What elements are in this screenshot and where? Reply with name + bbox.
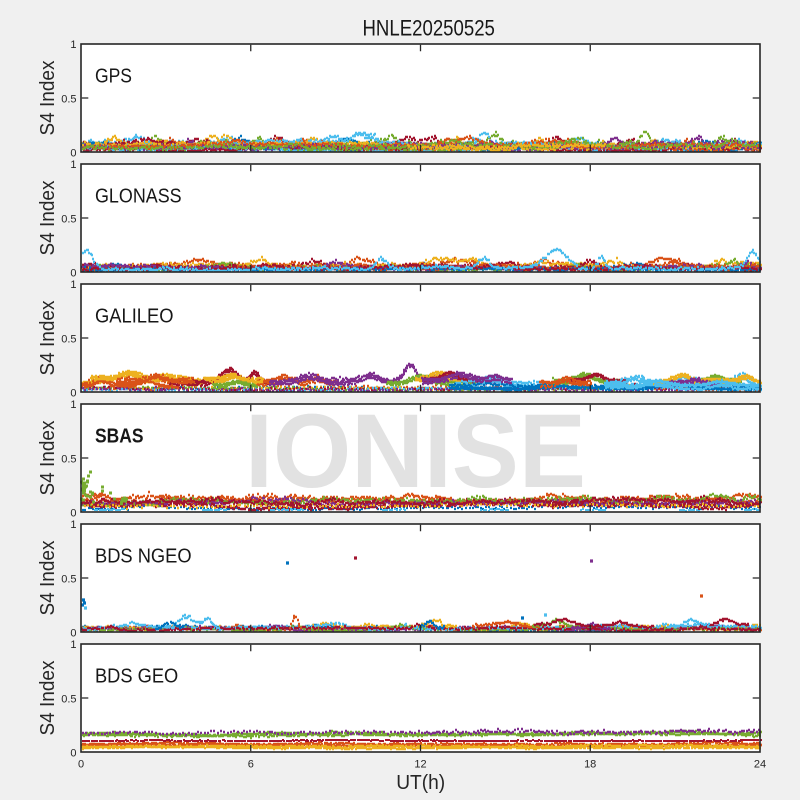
svg-text:0: 0 [70, 748, 76, 760]
svg-text:SBAS: SBAS [95, 426, 144, 448]
svg-text:GPS: GPS [95, 66, 132, 88]
svg-text:0.5: 0.5 [61, 334, 76, 346]
svg-text:1: 1 [70, 159, 76, 171]
svg-text:0: 0 [70, 628, 76, 640]
svg-text:0: 0 [70, 268, 76, 280]
svg-text:12: 12 [414, 759, 426, 771]
svg-text:UT(h): UT(h) [396, 772, 445, 794]
svg-text:0.5: 0.5 [61, 214, 76, 226]
svg-text:GLONASS: GLONASS [95, 186, 182, 208]
svg-text:S4 Index: S4 Index [37, 541, 59, 616]
svg-text:S4 Index: S4 Index [37, 421, 59, 496]
svg-text:S4 Index: S4 Index [37, 181, 59, 256]
svg-text:0: 0 [70, 388, 76, 400]
svg-text:S4 Index: S4 Index [37, 301, 59, 376]
svg-text:S4 Index: S4 Index [37, 661, 59, 736]
svg-text:1: 1 [70, 279, 76, 291]
svg-text:18: 18 [584, 759, 596, 771]
svg-text:0: 0 [78, 759, 84, 771]
svg-text:BDS NGEO: BDS NGEO [95, 546, 192, 568]
svg-text:0.5: 0.5 [61, 694, 76, 706]
svg-text:6: 6 [248, 759, 254, 771]
svg-text:0: 0 [70, 508, 76, 520]
svg-text:0: 0 [70, 148, 76, 160]
svg-text:BDS GEO: BDS GEO [95, 666, 178, 688]
svg-text:1: 1 [70, 399, 76, 411]
svg-text:IONISE: IONISE [245, 393, 586, 510]
svg-text:HNLE20250525: HNLE20250525 [363, 15, 495, 40]
svg-text:0.5: 0.5 [61, 94, 76, 106]
svg-text:1: 1 [70, 519, 76, 531]
svg-text:0.5: 0.5 [61, 454, 76, 466]
svg-text:GALILEO: GALILEO [95, 306, 174, 328]
svg-text:1: 1 [70, 639, 76, 651]
svg-text:0.5: 0.5 [61, 574, 76, 586]
svg-text:1: 1 [70, 39, 76, 51]
svg-text:S4 Index: S4 Index [37, 61, 59, 136]
svg-text:24: 24 [754, 759, 766, 771]
